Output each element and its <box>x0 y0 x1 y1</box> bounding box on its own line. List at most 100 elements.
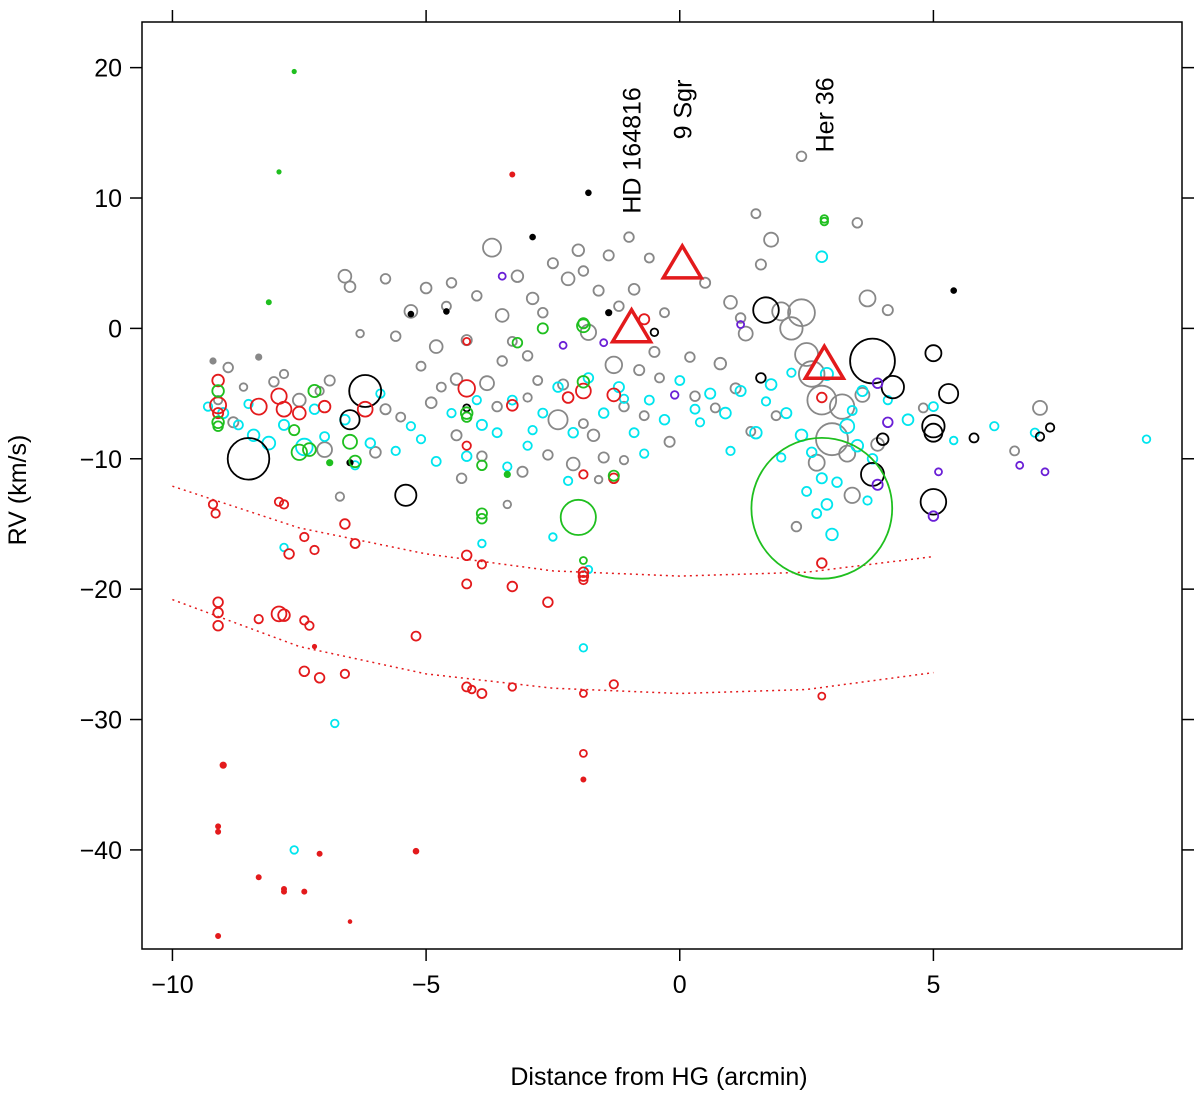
data-point-gray <box>369 445 382 459</box>
data-point-green <box>607 469 620 482</box>
data-point-cyan <box>949 435 959 446</box>
data-point-red <box>476 559 487 570</box>
data-point-gray <box>763 231 779 248</box>
data-point-gray <box>798 360 826 388</box>
data-point-green <box>579 556 588 565</box>
plot-frame <box>141 21 1183 950</box>
data-point-red <box>212 620 224 632</box>
data-point-gray <box>516 465 529 478</box>
data-point-red <box>575 382 592 400</box>
data-point-purple <box>934 467 943 477</box>
data-point-cyan <box>446 407 457 419</box>
data-point-cyan <box>806 446 818 459</box>
data-point-purple <box>1015 460 1025 470</box>
data-point-red <box>467 684 477 695</box>
data-point-cyan <box>764 378 778 391</box>
data-point-green <box>307 383 322 398</box>
data-point-red <box>457 379 476 398</box>
data-point-red <box>339 668 350 680</box>
data-point-cyan <box>537 407 549 419</box>
data-point-gray <box>238 382 249 392</box>
data-point-gray <box>449 372 464 386</box>
data-point-red <box>253 613 264 625</box>
data-point-cyan <box>261 435 277 451</box>
data-point-gray <box>770 410 782 422</box>
data-point-cyan <box>820 498 834 511</box>
data-point-gray <box>521 350 534 362</box>
data-point-gray <box>851 217 864 229</box>
data-point-cyan <box>471 394 482 406</box>
data-point-cyan <box>674 375 686 386</box>
data-point-purple <box>871 478 884 491</box>
data-point-red <box>317 399 332 414</box>
data-point-green <box>212 420 224 432</box>
data-point-black <box>407 310 415 318</box>
data-point-gray <box>255 353 263 361</box>
data-point-gray <box>450 429 463 442</box>
data-point-cyan <box>658 414 671 426</box>
data-point-gray <box>917 402 929 414</box>
data-point-black <box>938 383 960 405</box>
data-point-red <box>212 606 224 619</box>
data-point-black <box>1034 431 1046 442</box>
data-point-gray <box>790 520 803 533</box>
data-point-cyan <box>232 419 244 431</box>
data-point-cyan <box>567 427 579 439</box>
data-point-gray <box>689 390 701 402</box>
data-point-gray <box>1032 399 1048 416</box>
data-point-cyan <box>928 401 939 413</box>
data-point-green <box>576 375 591 389</box>
data-point-cyan <box>330 718 340 729</box>
data-point-gray <box>663 435 676 448</box>
data-point-gray <box>525 291 540 306</box>
data-point-gray <box>390 330 402 342</box>
data-point-red <box>219 761 227 769</box>
data-point-cyan <box>815 472 828 485</box>
data-point-black <box>605 309 613 317</box>
data-point-cyan <box>846 405 858 416</box>
data-point-red <box>505 398 519 412</box>
data-point-black <box>876 432 890 446</box>
data-point-gray <box>779 316 804 341</box>
data-point-gray <box>881 304 894 317</box>
data-point-red <box>212 596 224 608</box>
data-points <box>202 68 1152 940</box>
data-point-red <box>347 919 353 924</box>
data-point-gray <box>278 368 290 380</box>
data-point-cyan <box>776 452 787 463</box>
data-point-purple <box>882 416 894 429</box>
data-point-red <box>309 544 320 556</box>
data-point-cyan <box>475 418 488 431</box>
data-point-green <box>348 454 362 469</box>
data-point-cyan <box>289 845 299 855</box>
data-point-gray <box>403 304 419 319</box>
data-point-red <box>509 171 516 178</box>
data-point-gray <box>415 360 427 372</box>
data-point-red <box>291 405 307 421</box>
data-point-cyan <box>901 413 915 427</box>
data-point-black <box>968 432 980 444</box>
data-point-gray <box>395 411 407 423</box>
data-point-gray <box>838 444 857 463</box>
data-point-green <box>342 433 358 450</box>
data-point-red <box>215 823 222 830</box>
data-point-black <box>921 414 946 439</box>
data-point-red <box>316 850 323 857</box>
data-point-green <box>288 424 301 437</box>
data-point-green <box>326 459 334 467</box>
data-point-green <box>276 169 282 175</box>
data-point-cyan <box>279 542 289 553</box>
data-point-green <box>211 384 225 398</box>
data-point-gray <box>419 281 433 295</box>
data-point-gray <box>592 284 605 297</box>
data-point-cyan <box>506 394 518 406</box>
data-point-red <box>608 679 619 690</box>
data-point-gray <box>684 351 696 363</box>
data-point-cyan <box>562 475 574 486</box>
data-point-gray <box>858 289 877 308</box>
data-point-red <box>277 608 291 622</box>
data-point-red <box>210 508 221 519</box>
data-point-gray <box>815 422 849 457</box>
data-point-gray <box>750 208 762 220</box>
